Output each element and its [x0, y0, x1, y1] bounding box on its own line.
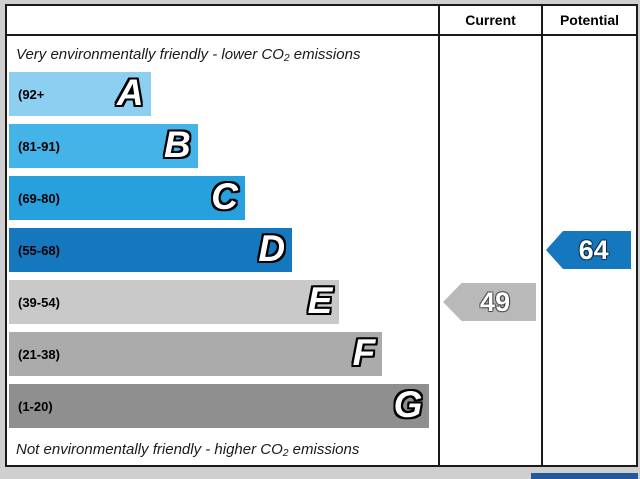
- potential-value: 64: [578, 234, 609, 265]
- band-row-b: (81-91) B: [9, 124, 438, 168]
- band-range-label: (39-54): [18, 294, 60, 310]
- header-potential: Potential: [541, 6, 636, 34]
- band-bars: (92+ A (81-91) B (69-80) C (55-68) D (39-54) E (21…: [7, 72, 438, 433]
- band-letter: D: [258, 228, 286, 270]
- caption-bottom: Not environmentally friendly - higher CO…: [16, 440, 360, 458]
- band-range-label: (21-38): [18, 346, 60, 362]
- band-bar-f: (21-38) F: [9, 332, 383, 376]
- potential-arrow: 64: [546, 231, 631, 269]
- chart-body: Very environmentally friendly - lower CO…: [7, 36, 636, 465]
- current-arrow: 49: [443, 283, 536, 321]
- band-range-label: (55-68): [18, 242, 60, 258]
- band-letter: A: [116, 72, 144, 114]
- current-value: 49: [480, 286, 511, 317]
- band-row-f: (21-38) F: [9, 332, 438, 376]
- band-bar-g: (1-20) G: [9, 384, 430, 428]
- eu-directive-partial-box: [531, 473, 638, 479]
- band-row-a: (92+ A: [9, 72, 438, 116]
- band-letter: G: [393, 384, 423, 426]
- band-row-g: (1-20) G: [9, 384, 438, 428]
- current-column: 49: [438, 36, 541, 465]
- chart-header: Current Potential: [7, 6, 636, 36]
- header-blank-cell: [7, 6, 438, 34]
- band-bar-e: (39-54) E: [9, 280, 340, 324]
- header-current: Current: [438, 6, 541, 34]
- potential-column: 64: [541, 36, 636, 465]
- band-letter: E: [307, 280, 333, 322]
- band-letter: F: [352, 332, 376, 374]
- band-bar-c: (69-80) C: [9, 176, 245, 220]
- band-range-label: (92+: [18, 86, 45, 102]
- band-letter: B: [164, 124, 191, 166]
- bands-area: Very environmentally friendly - lower CO…: [7, 36, 438, 465]
- epc-rating-chart: Current Potential Very environmentally f…: [5, 4, 638, 467]
- band-bar-a: (92+ A: [9, 72, 151, 116]
- band-range-label: (69-80): [18, 190, 60, 206]
- band-row-d: (55-68) D: [9, 228, 438, 272]
- band-row-e: (39-54) E: [9, 280, 438, 324]
- band-bar-d: (55-68) D: [9, 228, 293, 272]
- band-row-c: (69-80) C: [9, 176, 438, 220]
- band-range-label: (81-91): [18, 138, 60, 154]
- caption-top: Very environmentally friendly - lower CO…: [16, 45, 361, 63]
- band-bar-b: (81-91) B: [9, 124, 198, 168]
- band-letter: C: [211, 176, 238, 218]
- band-range-label: (1-20): [18, 398, 53, 414]
